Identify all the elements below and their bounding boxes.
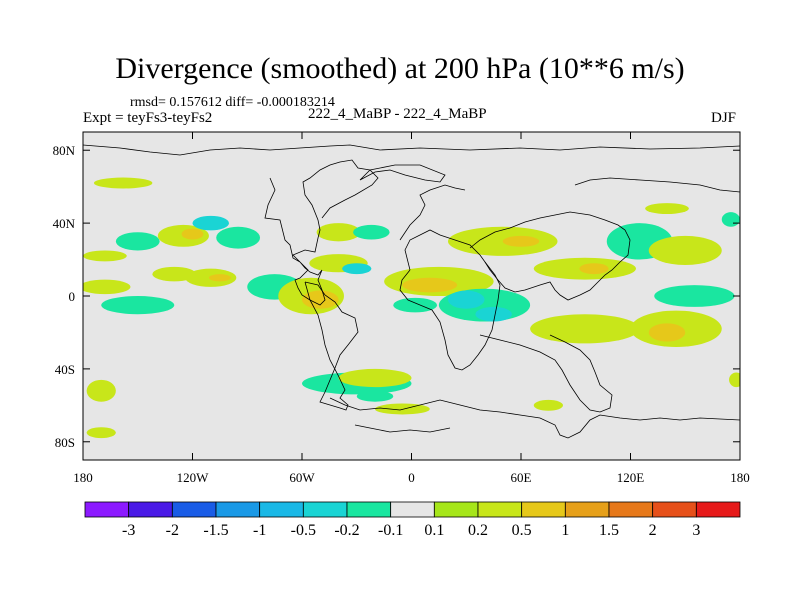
- colorbar-label: -1.5: [203, 522, 228, 539]
- divergence-region-4: [192, 215, 229, 231]
- colorbar-label: -0.2: [334, 522, 359, 539]
- divergence-region-25: [448, 290, 485, 309]
- x-tick-label: 180: [73, 470, 93, 485]
- colorbar-box-10: [521, 501, 566, 518]
- colorbar-box-13: [652, 501, 697, 518]
- x-tick-label: 180: [730, 470, 750, 485]
- y-tick-label: 40N: [53, 216, 76, 231]
- divergence-region-37: [86, 379, 116, 402]
- colorbar-label: 1: [561, 522, 569, 539]
- divergence-region-26: [475, 306, 512, 322]
- colorbar-label: 3: [692, 522, 700, 539]
- divergence-region-6: [83, 279, 131, 295]
- x-tick-label: 120W: [177, 470, 210, 485]
- divergence-region-42: [533, 399, 563, 411]
- divergence-region-5: [216, 226, 261, 249]
- axis-ticks: 180 120W 60W 0 60E 120E 180 80N 40N 0 40S 80S: [53, 132, 750, 485]
- case-label: 222_4_MaBP - 222_4_MaBP: [308, 106, 487, 122]
- colorbar-label: -0.1: [378, 522, 403, 539]
- divergence-region-41: [375, 403, 430, 415]
- divergence-region-36: [93, 177, 153, 189]
- divergence-region-43: [86, 427, 116, 439]
- divergence-region-39: [338, 368, 412, 388]
- colorbar-label: 2: [649, 522, 657, 539]
- chart-title: Divergence (smoothed) at 200 hPa (10**6 …: [115, 52, 685, 85]
- colorbar-box-3: [215, 501, 261, 518]
- divergence-region-27: [393, 297, 438, 313]
- data-layer: [83, 177, 740, 439]
- divergence-region-30: [648, 235, 722, 266]
- divergence-region-13: [302, 290, 339, 309]
- colorbar-box-11: [564, 501, 610, 518]
- x-tick-label: 60W: [289, 470, 315, 485]
- divergence-region-44: [729, 372, 740, 388]
- stats-text: rmsd= 0.157612 diff= -0.000183214: [130, 95, 335, 110]
- divergence-region-17: [342, 263, 372, 275]
- y-tick-label: 40S: [55, 362, 75, 377]
- divergence-region-10: [101, 296, 175, 315]
- colorbar-label: 0.5: [512, 522, 532, 539]
- divergence-region-1: [115, 232, 160, 251]
- colorbar-box-14: [695, 501, 741, 518]
- colorbar-box-7: [390, 501, 435, 518]
- divergence-region-14: [316, 223, 361, 242]
- colorbar-label: 1.5: [599, 522, 619, 539]
- colorbar-label: 0.1: [424, 522, 444, 539]
- x-tick-label: 0: [408, 470, 415, 485]
- colorbar-box-5: [302, 501, 348, 518]
- divergence-region-40: [356, 390, 394, 402]
- colorbar-label: 0.2: [468, 522, 488, 539]
- season-label: DJF: [711, 110, 737, 126]
- y-tick-label: 80S: [55, 435, 75, 450]
- colorbar-box-8: [433, 501, 479, 518]
- colorbar-label: -0.5: [291, 522, 316, 539]
- y-tick-label: 80N: [53, 143, 76, 158]
- colorbar-box-6: [346, 501, 392, 518]
- divergence-region-23: [579, 263, 609, 275]
- divergence-region-9: [208, 274, 231, 282]
- colorbar-box-9: [477, 501, 523, 518]
- coastlines: [83, 144, 740, 439]
- divergence-region-3: [181, 228, 204, 240]
- colorbar-label: -3: [122, 522, 135, 539]
- divergence-region-34: [645, 203, 689, 215]
- experiment-label: Expt = teyFs3-teyFs2: [83, 110, 213, 126]
- divergence-region-19: [402, 277, 458, 293]
- x-tick-label: 60E: [511, 470, 532, 485]
- divergence-region-15: [353, 224, 390, 240]
- colorbar-label: -2: [166, 522, 179, 539]
- colorbar-box-0: [84, 501, 130, 518]
- divergence-region-28: [530, 314, 640, 344]
- colorbar-box-4: [259, 501, 304, 518]
- x-tick-label: 120E: [617, 470, 645, 485]
- y-tick-label: 0: [69, 289, 76, 304]
- colorbar-label: -1: [253, 522, 266, 539]
- colorbar-box-1: [128, 501, 173, 518]
- divergence-region-0: [83, 250, 127, 262]
- colorbar-box-12: [608, 501, 654, 518]
- colorbar-box-2: [171, 501, 217, 518]
- colorbar: -3 -2 -1.5 -1 -0.5 -0.2 -0.1 0.1 0.2 0.5 1 1.5 2 3: [84, 501, 741, 539]
- divergence-region-31: [654, 285, 735, 307]
- divergence-region-21: [502, 235, 540, 247]
- divergence-region-33: [648, 323, 686, 342]
- divergence-region-35: [721, 212, 740, 227]
